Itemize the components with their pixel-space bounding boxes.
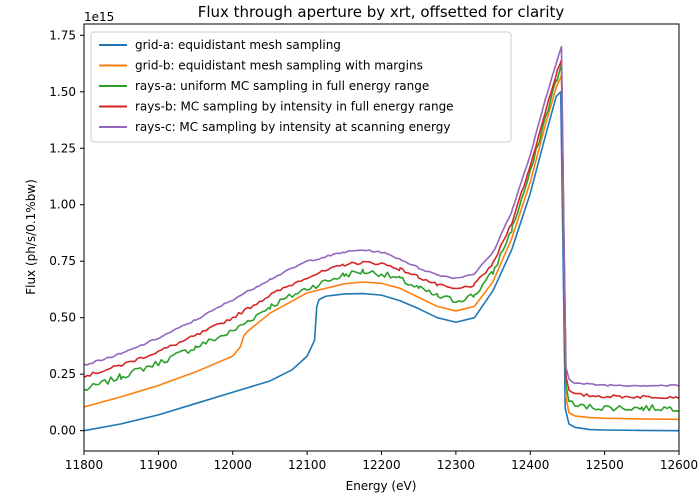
legend-entry: rays-b: MC sampling by intensity in full… — [135, 100, 454, 114]
x-tick-label: 12000 — [214, 458, 252, 472]
x-tick-label: 11800 — [65, 458, 103, 472]
y-tick-label: 0.25 — [49, 367, 76, 381]
legend-entry: rays-a: uniform MC sampling in full ener… — [135, 79, 429, 93]
y-tick-label: 0.00 — [49, 424, 76, 438]
series-line-3 — [84, 63, 679, 413]
y-tick-label: 1.25 — [49, 141, 76, 155]
legend-entry: rays-c: MC sampling by intensity at scan… — [135, 120, 450, 134]
series-line-4 — [84, 59, 679, 400]
x-tick-label: 12500 — [586, 458, 624, 472]
legend-box — [90, 31, 512, 143]
y-tick-label: 0.50 — [49, 311, 76, 325]
x-tick-label: 12100 — [288, 458, 326, 472]
series-layer — [84, 45, 679, 432]
y-tick-label: 1.50 — [49, 85, 76, 99]
y-tick-label: 0.75 — [49, 254, 76, 268]
y-tick-label: 1.00 — [49, 198, 76, 212]
series-line-2 — [84, 75, 679, 421]
y-multiplier-label: 1e15 — [84, 10, 114, 24]
series-line-1 — [84, 90, 679, 432]
chart-title: Flux through aperture by xrt, offsetted … — [198, 3, 565, 21]
legend-entry: grid-b: equidistant mesh sampling with m… — [135, 59, 423, 73]
x-axis: 11800 11900 12000 12100 12200 12300 12400 12500… — [65, 451, 698, 472]
x-tick-label: 12600 — [660, 458, 698, 472]
x-tick-label: 12200 — [362, 458, 400, 472]
x-axis-label: Energy (eV) — [346, 479, 417, 493]
y-tick-label: 1.75 — [49, 28, 76, 42]
y-axis-label: Flux (ph/s/0.1%bw) — [24, 179, 38, 295]
x-tick-label: 11900 — [139, 458, 177, 472]
series-line-5 — [84, 45, 679, 387]
y-axis: 0.00 0.25 0.50 0.75 1.00 1.25 1.50 1.75 — [49, 28, 84, 438]
x-tick-label: 12300 — [437, 458, 475, 472]
legend-entry: grid-a: equidistant mesh sampling — [135, 38, 341, 52]
x-tick-label: 12400 — [511, 458, 549, 472]
legend: grid-a: equidistant mesh sampling grid-b:… — [90, 31, 512, 143]
